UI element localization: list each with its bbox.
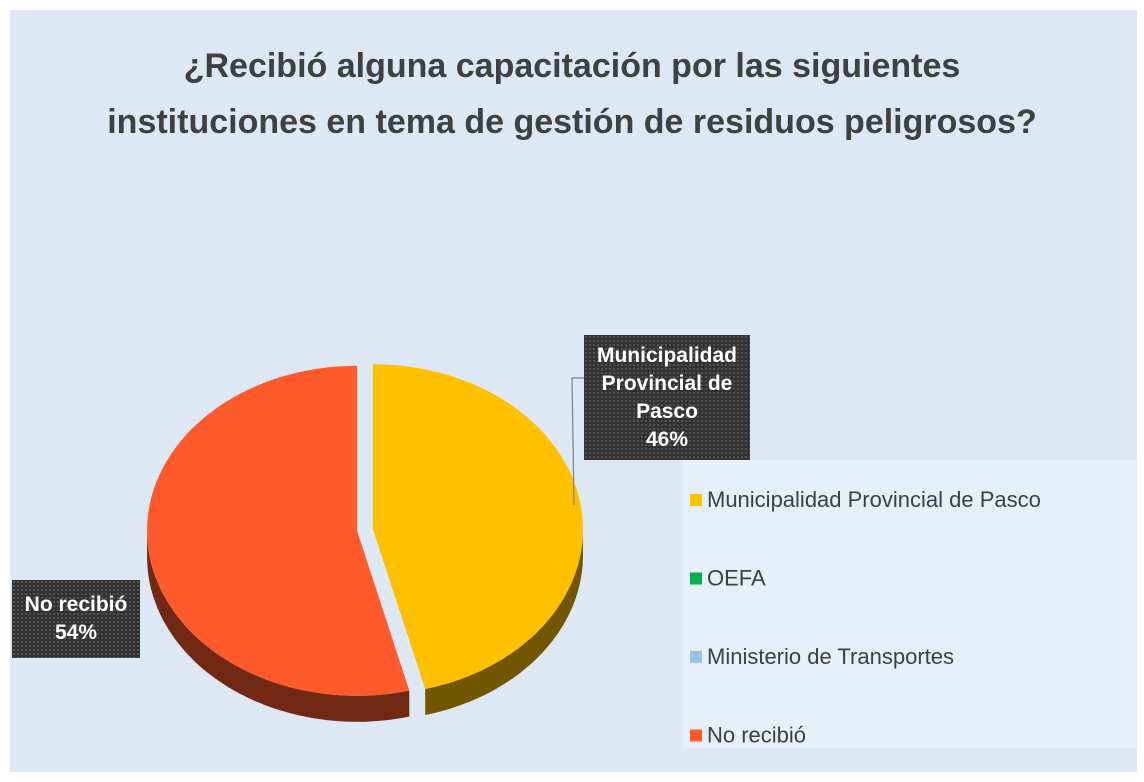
- slice-side: [147, 530, 410, 722]
- chart-title: ¿Recibió alguna capacitación por las sig…: [107, 47, 1037, 141]
- data-label-value: 46%: [645, 427, 689, 451]
- legend-box: [683, 460, 1137, 748]
- leader-line: [571, 377, 584, 506]
- slice: [147, 365, 410, 696]
- legend-label: No recibió: [707, 722, 806, 747]
- legend-swatch: [690, 651, 702, 663]
- legend-swatch: [690, 572, 702, 585]
- legend-label: Municipalidad Provincial de Pasco: [707, 487, 1041, 512]
- data-label-name: Municipalidad Provincial de Pasco: [596, 343, 737, 423]
- legend-label: Ministerio de Transportes: [707, 644, 954, 669]
- data-label-name: No recibió: [24, 593, 128, 616]
- slice: [372, 364, 583, 689]
- slice-side: [425, 529, 583, 715]
- data-label-value: 54%: [54, 621, 98, 644]
- legend-swatch: [690, 494, 702, 506]
- legend-swatch: [690, 729, 702, 742]
- data-label: Municipalidad Provincial de Pasco 46%: [584, 335, 750, 460]
- legend-label: OEFA: [707, 565, 766, 590]
- data-label: No recibió 54%: [12, 580, 140, 658]
